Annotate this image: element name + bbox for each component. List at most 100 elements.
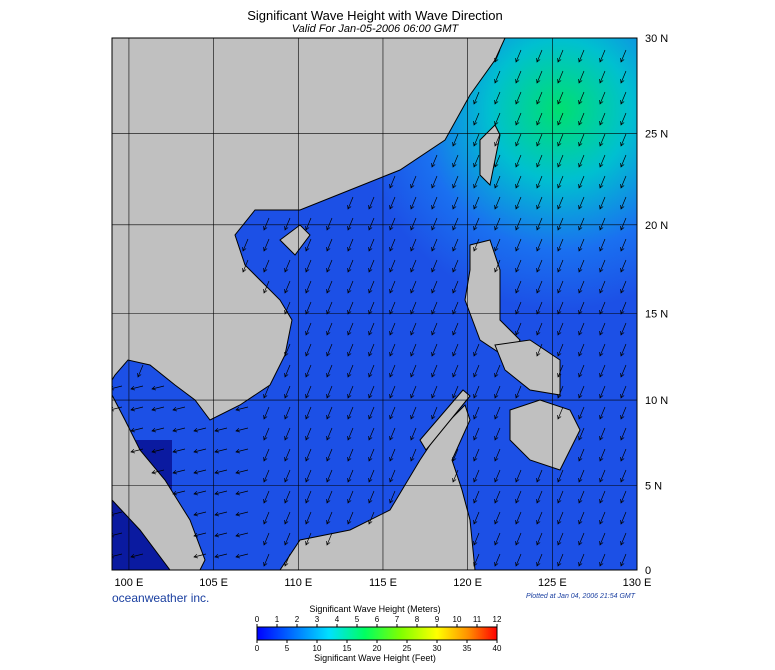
wave-arrow: [305, 301, 312, 315]
wave-arrow: [326, 217, 333, 231]
wave-arrow: [578, 448, 585, 462]
wave-arrow: [347, 238, 354, 252]
wave-arrow: [193, 511, 207, 517]
wave-arrow: [284, 427, 291, 441]
wave-arrow: [410, 301, 417, 315]
wave-arrow: [305, 322, 312, 336]
wave-arrow: [151, 427, 165, 433]
wave-arrow: [305, 427, 312, 441]
taiwan: [479, 124, 501, 187]
wave-arrow: [263, 259, 270, 273]
wave-arrow: [305, 259, 312, 273]
wave-arrow: [515, 238, 522, 252]
wave-arrow: [578, 343, 585, 357]
wave-arrow: [536, 343, 543, 357]
wave-arrow: [193, 532, 207, 538]
wave-arrow: [536, 175, 543, 189]
wave-arrow: [599, 469, 606, 483]
meters-tick-label: 7: [395, 615, 400, 624]
wave-arrow: [557, 280, 564, 294]
wave-arrow: [557, 553, 564, 567]
wave-arrow: [284, 532, 291, 546]
wave-arrow: [515, 91, 522, 105]
wave-arrow: [578, 364, 585, 378]
wave-arrow: [620, 469, 627, 483]
wave-arrow: [515, 217, 522, 231]
wave-arrow: [410, 175, 417, 189]
wave-arrow: [305, 238, 312, 252]
wave-arrow: [305, 511, 312, 525]
wave-arrow: [473, 133, 480, 147]
wave-arrow: [494, 112, 501, 126]
wave-arrow: [473, 196, 480, 210]
wave-arrow: [515, 301, 522, 315]
wave-arrow: [578, 91, 585, 105]
wave-arrow: [515, 112, 522, 126]
wave-arrow: [557, 364, 564, 378]
wave-arrow: [368, 196, 375, 210]
wave-arrow: [284, 385, 291, 399]
wave-arrow: [599, 364, 606, 378]
wave-arrow: [389, 406, 396, 420]
meters-tick-label: 8: [415, 615, 420, 624]
wave-arrow: [431, 259, 438, 273]
lon-label: 130 E: [623, 577, 652, 589]
wave-arrow: [235, 511, 249, 517]
visayas: [494, 339, 561, 396]
wave-arrow: [620, 406, 627, 420]
wave-arrow: [452, 364, 459, 378]
wave-arrow: [263, 217, 270, 231]
wave-arrow: [494, 427, 501, 441]
meters-tick-label: 6: [375, 615, 380, 624]
wave-arrow: [494, 91, 501, 105]
wave-arrow: [620, 217, 627, 231]
meters-tick-label: 12: [493, 615, 502, 624]
wave-arrow: [410, 259, 417, 273]
wave-arrow: [389, 448, 396, 462]
wave-arrow: [515, 175, 522, 189]
feet-tick-label: 35: [463, 644, 472, 653]
wave-arrow: [368, 469, 375, 483]
wave-arrow: [193, 427, 207, 433]
brand: oceanweather inc.: [112, 591, 209, 605]
plotted-time: Plotted at Jan 04, 2006 21:54 GMT: [526, 593, 636, 600]
wave-arrow: [578, 259, 585, 273]
wave-arrow: [326, 427, 333, 441]
wave-arrow: [305, 448, 312, 462]
colorbar-meters-title: Significant Wave Height (Meters): [309, 604, 440, 614]
wave-arrow: [410, 406, 417, 420]
wave-arrow: [389, 343, 396, 357]
wave-arrow: [620, 133, 627, 147]
wave-arrow: [494, 133, 501, 147]
wave-arrow: [620, 553, 627, 567]
wave-arrow: [410, 448, 417, 462]
wave-arrow: [620, 385, 627, 399]
wave-arrow: [620, 364, 627, 378]
wave-arrow: [452, 175, 459, 189]
wave-arrow: [599, 49, 606, 63]
wave-arrow: [473, 532, 480, 546]
wave-arrow: [326, 406, 333, 420]
meters-tick-label: 1: [275, 615, 280, 624]
wave-arrow: [494, 490, 501, 504]
wave-arrow: [473, 511, 480, 525]
wave-arrow: [494, 553, 501, 567]
wave-arrow: [389, 301, 396, 315]
meters-tick-label: 5: [355, 615, 360, 624]
wave-arrow: [620, 259, 627, 273]
wave-arrow: [347, 427, 354, 441]
wave-arrow: [305, 385, 312, 399]
wave-arrow: [452, 217, 459, 231]
wave-arrow: [557, 154, 564, 168]
hainan: [279, 224, 311, 256]
wave-arrow: [368, 448, 375, 462]
wave-arrow: [368, 217, 375, 231]
wave-arrow: [599, 406, 606, 420]
wave-arrow: [130, 385, 144, 391]
wave-arrow: [263, 385, 270, 399]
wave-arrow: [515, 532, 522, 546]
wave-arrow: [536, 259, 543, 273]
wave-arrow: [284, 259, 291, 273]
wave-arrow: [494, 175, 501, 189]
wave-arrow: [389, 427, 396, 441]
